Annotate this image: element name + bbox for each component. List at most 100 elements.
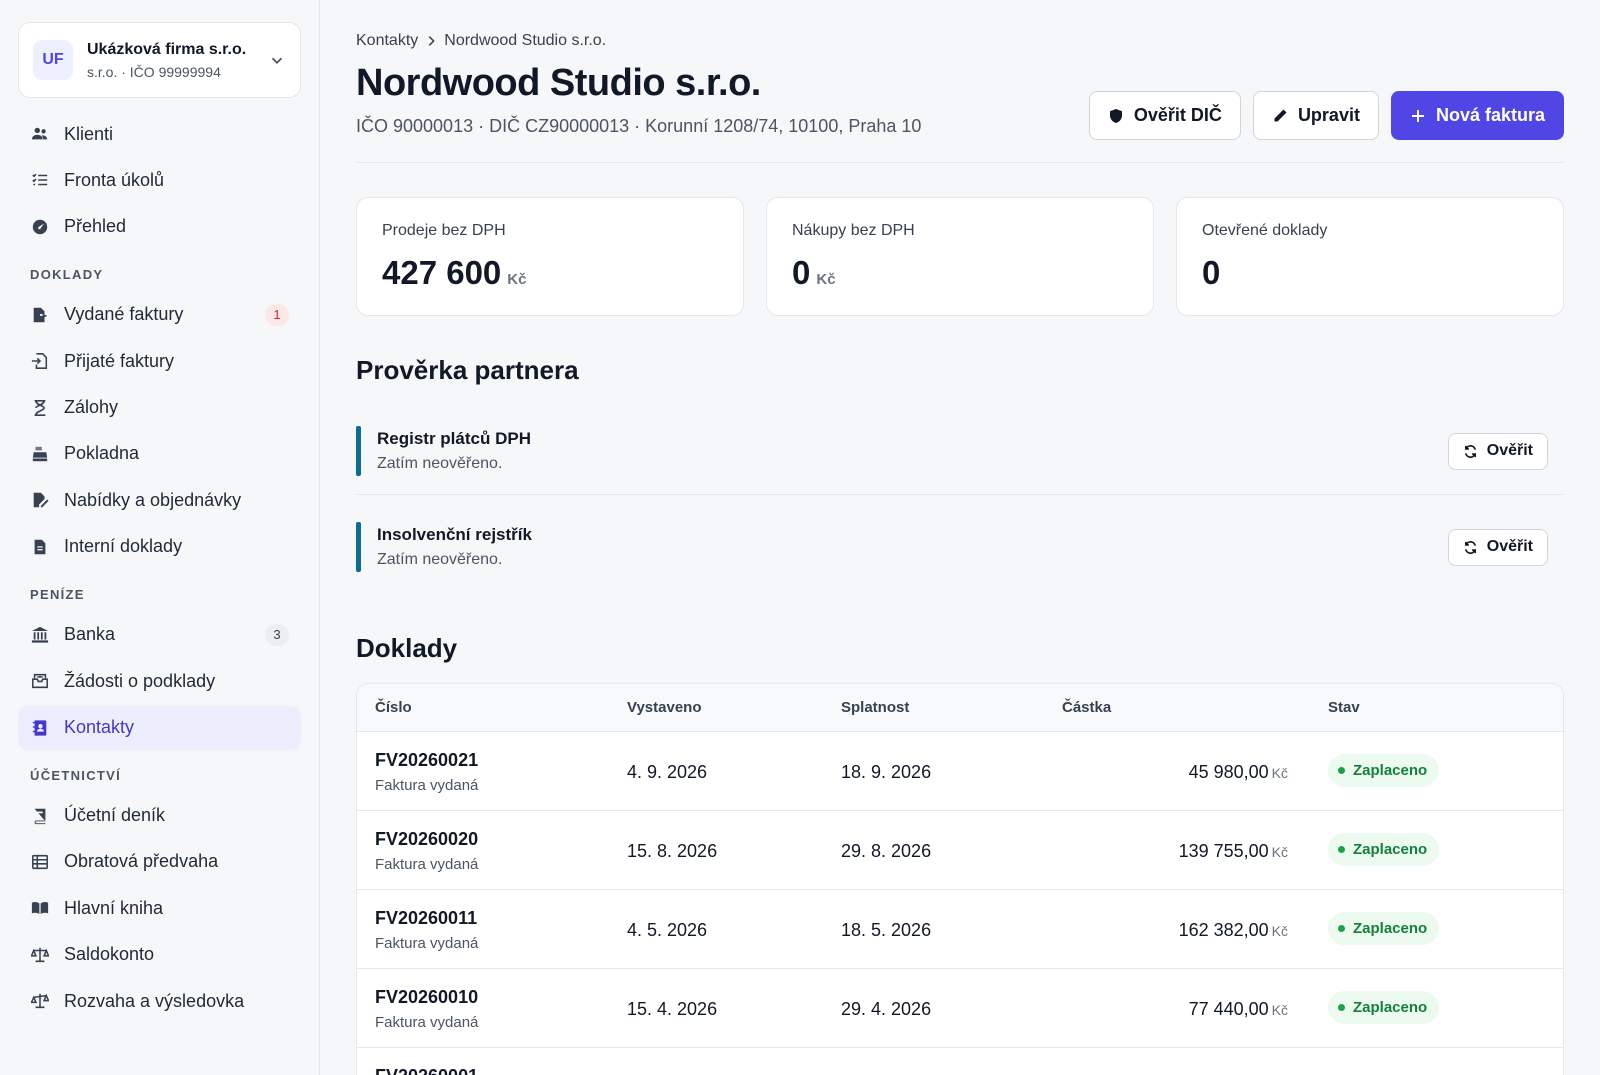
table-row[interactable]: FV20260021 Faktura vydaná 4. 9. 2026 18. 9.… — [357, 732, 1563, 811]
header-divider — [356, 162, 1564, 163]
issued-date: 4. 9. 2026 — [627, 762, 708, 782]
sidebar-item-vydane-faktury[interactable]: Vydané faktury 1 — [18, 293, 301, 337]
stat-label: Prodeje bez DPH — [382, 222, 506, 239]
status-label: Zaplaceno — [1353, 762, 1428, 779]
table-row[interactable]: FV20260001 — [357, 1048, 1563, 1075]
sidebar-item-label: Přijaté faktury — [64, 350, 175, 371]
refresh-icon — [1464, 444, 1476, 458]
document-number[interactable]: FV20260001 — [375, 1066, 478, 1075]
verify-vat-button[interactable]: Ověřit DIČ — [1088, 91, 1241, 140]
sidebar-item-zadosti-o-podklady[interactable]: Žádosti o podklady — [18, 659, 301, 703]
main-content: Kontakty Nordwood Studio s.r.o. Nordwood… — [320, 0, 1600, 1075]
stats-cards: Prodeje bez DPH 427 600 Kč Nákupy bez DPH… — [356, 197, 1564, 316]
breadcrumb-link-kontakty[interactable]: Kontakty — [356, 32, 419, 49]
document-type: Faktura vydaná — [375, 856, 479, 873]
verify-vat-register-button[interactable]: Ověřit — [1447, 432, 1548, 470]
check-title: Insolvenční rejstřík — [377, 525, 532, 544]
amount-value: 139 755,00 — [1178, 841, 1269, 861]
bank-icon — [30, 625, 50, 645]
partner-check-heading: Prověrka partnera — [356, 355, 579, 385]
sidebar: UF Ukázková firma s.r.o. s.r.o. · IČO 99… — [0, 0, 320, 1075]
nav-ucetnictvi: Účetní deník Obratová předvaha Hlavní knih… — [18, 794, 301, 1024]
document-type: Faktura vydaná — [375, 935, 479, 952]
company-switcher[interactable]: UF Ukázková firma s.r.o. s.r.o. · IČO 99… — [18, 22, 301, 98]
column-header-number[interactable]: Číslo — [375, 699, 412, 716]
shield-icon — [1109, 108, 1122, 123]
sidebar-item-saldokonto[interactable]: Saldokonto — [18, 933, 301, 977]
stat-unit: Kč — [507, 271, 527, 288]
sidebar-item-ucetni-denik[interactable]: Účetní deník — [18, 794, 301, 838]
balance-scale-icon — [30, 991, 50, 1011]
verify-insolvency-button[interactable]: Ověřit — [1447, 528, 1548, 566]
status-label: Zaplaceno — [1353, 999, 1428, 1016]
invoice-out-icon — [30, 305, 50, 325]
sidebar-item-interni-doklady[interactable]: Interní doklady — [18, 525, 301, 569]
sidebar-item-rozvaha-a-vysledovka[interactable]: Rozvaha a výsledovka — [18, 979, 301, 1023]
sidebar-item-banka[interactable]: Banka 3 — [18, 613, 301, 657]
sidebar-item-fronta-ukolu[interactable]: Fronta úkolů — [18, 158, 301, 202]
check-status: Zatím neověřeno. — [377, 455, 503, 472]
sidebar-item-label: Přehled — [64, 216, 127, 237]
stat-unit: Kč — [816, 271, 836, 288]
document-icon — [30, 537, 50, 557]
sidebar-item-klienti[interactable]: Klienti — [18, 112, 301, 156]
amount: 139 755,00 Kč — [1179, 841, 1288, 862]
stat-value: 427 600 — [382, 254, 502, 291]
sidebar-item-kontakty[interactable]: Kontakty — [18, 705, 301, 750]
document-number[interactable]: FV20260020 — [375, 829, 479, 849]
table-row[interactable]: FV20260010 Faktura vydaná 15. 4. 2026 29. 4… — [357, 969, 1563, 1048]
status-badge: Zaplaceno — [1328, 991, 1440, 1024]
documents-heading: Doklady — [356, 633, 458, 663]
issued-date: 15. 4. 2026 — [627, 999, 718, 1019]
nav-penize: Banka 3 Žádosti o podklady Kontakty — [18, 613, 301, 750]
table-row[interactable]: FV20260011 Faktura vydaná 4. 5. 2026 18. 5.… — [357, 890, 1563, 969]
due-date: 29. 8. 2026 — [841, 841, 932, 861]
nav-doklady: Vydané faktury 1 Přijaté faktury Zálohy Pokl… — [18, 293, 301, 569]
sidebar-item-label: Kontakty — [64, 717, 135, 738]
document-number[interactable]: FV20260010 — [375, 987, 479, 1007]
column-header-due[interactable]: Splatnost — [841, 699, 910, 716]
stat-label: Nákupy bez DPH — [792, 222, 915, 239]
breadcrumb-current: Nordwood Studio s.r.o. — [444, 32, 607, 49]
column-header-status[interactable]: Stav — [1328, 699, 1360, 716]
hourglass-icon — [30, 398, 50, 418]
sidebar-item-obratova-predvaha[interactable]: Obratová předvaha — [18, 840, 301, 884]
chevron-right-icon — [428, 36, 436, 46]
sidebar-item-prijate-faktury[interactable]: Přijaté faktury — [18, 339, 301, 383]
table-header: Číslo Vystaveno Splatnost Částka Stav — [357, 684, 1563, 732]
due-date: 18. 9. 2026 — [841, 762, 932, 782]
sidebar-item-hlavni-kniha[interactable]: Hlavní kniha — [18, 886, 301, 930]
amount: 77 440,00 Kč — [1189, 999, 1288, 1020]
edit-button[interactable]: Upravit — [1252, 91, 1379, 140]
company-name: Ukázková firma s.r.o. — [87, 40, 247, 58]
column-header-amount[interactable]: Částka — [1062, 699, 1112, 716]
inbox-request-icon — [30, 671, 50, 691]
column-header-issued[interactable]: Vystaveno — [627, 699, 702, 716]
new-invoice-button[interactable]: Nová faktura — [1390, 91, 1564, 140]
due-date: 18. 5. 2026 — [841, 920, 932, 940]
contact-identifiers: IČO 90000013 · DIČ CZ90000013 · Korunní … — [356, 116, 922, 136]
sidebar-item-label: Žádosti o podklady — [64, 670, 216, 691]
sidebar-item-label: Zálohy — [64, 397, 119, 418]
table-row[interactable]: FV20260020 Faktura vydaná 15. 8. 2026 29. 8… — [357, 811, 1563, 890]
check-row-vat-register: Registr plátců DPH Zatím neověřeno. Ověř… — [356, 408, 1564, 494]
sidebar-item-pokladna[interactable]: Pokladna — [18, 432, 301, 476]
sidebar-item-prehled[interactable]: Přehled — [18, 205, 301, 249]
verify-label: Ověřit — [1486, 442, 1533, 459]
sidebar-item-label: Rozvaha a výsledovka — [64, 990, 245, 1011]
status-bar — [356, 426, 361, 476]
issued-date: 4. 5. 2026 — [627, 920, 708, 940]
company-details: s.r.o. · IČO 99999994 — [87, 63, 221, 80]
sidebar-item-zalohy[interactable]: Zálohy — [18, 386, 301, 430]
check-status: Zatím neověřeno. — [377, 551, 503, 568]
sidebar-item-label: Fronta úkolů — [64, 169, 165, 190]
nav-main: Klienti Fronta úkolů Přehled — [18, 112, 301, 249]
users-icon — [30, 124, 50, 144]
sidebar-item-nabidky-a-objednavky[interactable]: Nabídky a objednávky — [18, 478, 301, 522]
check-title: Registr plátců DPH — [377, 429, 531, 448]
document-number[interactable]: FV20260011 — [375, 908, 478, 928]
table-body: FV20260021 Faktura vydaná 4. 9. 2026 18. 9.… — [357, 732, 1563, 1075]
sidebar-item-label: Nabídky a objednávky — [64, 489, 242, 510]
currency-unit: Kč — [1271, 1002, 1288, 1018]
document-number[interactable]: FV20260021 — [375, 750, 479, 770]
